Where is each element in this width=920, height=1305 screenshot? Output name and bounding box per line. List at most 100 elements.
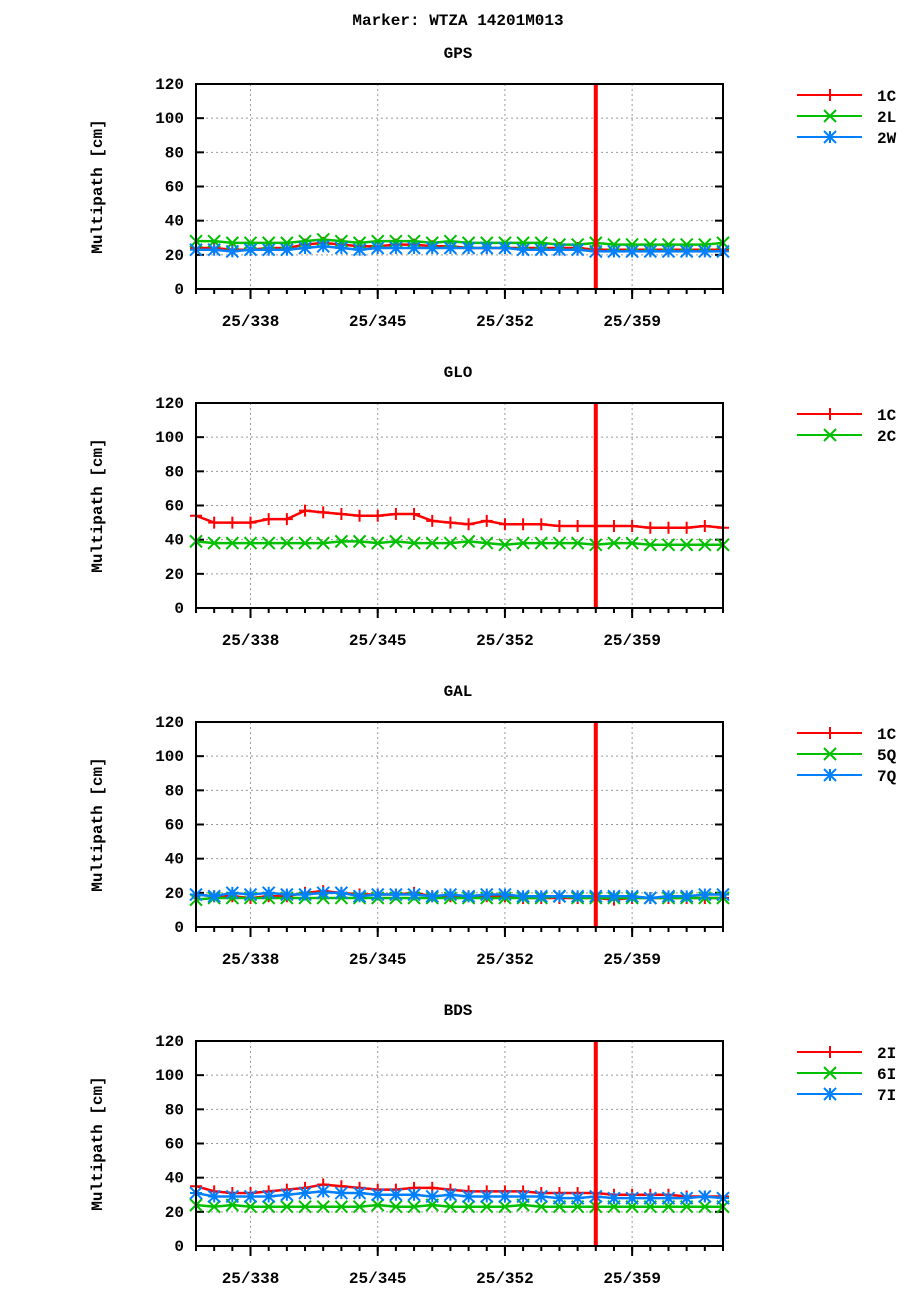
data-point — [298, 1186, 312, 1200]
data-point — [679, 538, 694, 552]
data-point — [207, 1200, 221, 1214]
data-point — [661, 538, 676, 552]
data-point — [552, 889, 567, 903]
data-point — [316, 239, 330, 253]
panel-glo: GLO Multipath [cm] 0 20 40 60 80 100 120 25/338 25… — [89, 364, 897, 650]
x-tick-label: 25/345 — [349, 313, 407, 331]
data-point — [316, 886, 330, 900]
series-7i — [189, 1184, 730, 1205]
data-point — [498, 518, 511, 531]
y-tick-label: 100 — [155, 110, 184, 128]
data-point — [243, 536, 258, 550]
data-point — [371, 536, 385, 550]
legend-label: 2W — [877, 130, 897, 148]
data-point — [625, 536, 639, 550]
data-point — [461, 534, 476, 549]
panel-bds: BDS Multipath [cm] 0 20 40 60 80 100 120 25/338 25… — [89, 1002, 896, 1288]
x-tick-label: 25/359 — [603, 1270, 661, 1288]
data-point — [570, 243, 585, 257]
data-point — [334, 534, 349, 549]
y-tick-label: 0 — [174, 600, 184, 618]
panel-gal: GAL Multipath [cm] 0 20 40 60 80 100 120 25/338 25… — [89, 683, 897, 969]
data-point — [480, 536, 494, 550]
data-point — [443, 1200, 458, 1214]
data-point — [607, 520, 620, 532]
y-tick-label: 120 — [155, 395, 184, 413]
data-point — [498, 538, 512, 552]
data-point — [207, 889, 221, 903]
data-point — [680, 521, 693, 534]
data-point — [425, 1189, 439, 1204]
panel-title: GAL — [444, 683, 473, 701]
x-tick-label: 25/345 — [349, 632, 407, 650]
data-point — [679, 1191, 694, 1205]
data-point — [607, 244, 621, 259]
x-tick-label: 25/338 — [222, 1270, 280, 1288]
legend-marker — [824, 727, 836, 739]
data-point — [516, 1189, 530, 1204]
data-point — [498, 887, 512, 902]
y-tick-label: 120 — [155, 714, 184, 732]
data-point — [261, 1200, 276, 1214]
y-tick-label: 40 — [165, 213, 184, 231]
y-tick-label: 120 — [155, 76, 184, 94]
y-tick-label: 120 — [155, 1033, 184, 1051]
data-point — [243, 1189, 258, 1204]
data-point — [570, 1191, 585, 1205]
data-point — [207, 1189, 221, 1204]
data-point — [389, 887, 403, 902]
data-point — [552, 1191, 567, 1205]
legend-marker — [823, 1066, 837, 1080]
y-tick-label: 100 — [155, 748, 184, 766]
plot-frame — [195, 83, 724, 290]
data-point — [389, 241, 403, 255]
series-7q — [189, 886, 730, 905]
legend-marker — [823, 1087, 837, 1101]
panel-gps: GPS Multipath [cm] 0 20 40 60 80 100 120 25/338 25… — [89, 45, 897, 331]
data-point — [389, 508, 402, 521]
data-point — [352, 1186, 367, 1200]
data-point — [535, 518, 548, 531]
series-line — [196, 238, 724, 246]
data-point — [262, 513, 275, 526]
legend-label: 7Q — [877, 768, 897, 786]
data-point — [553, 520, 566, 532]
legend-label: 2I — [877, 1045, 896, 1063]
data-point — [225, 536, 240, 550]
data-point — [643, 538, 658, 552]
legend-marker — [823, 130, 837, 144]
data-point — [298, 536, 312, 550]
legend-label: 2C — [877, 428, 897, 446]
plot-frame — [195, 1040, 724, 1247]
y-tick-label: 80 — [165, 463, 184, 481]
series-line — [195, 1203, 723, 1208]
data-point — [243, 243, 258, 257]
data-point — [261, 886, 276, 900]
data-point — [299, 504, 312, 517]
data-point — [225, 244, 240, 259]
data-point — [552, 243, 567, 257]
data-point — [516, 536, 530, 550]
data-point — [280, 887, 294, 902]
data-point — [443, 536, 458, 550]
data-point — [498, 241, 512, 255]
legend-marker — [823, 428, 837, 442]
data-point — [661, 1191, 676, 1205]
data-point — [607, 889, 621, 903]
legend-marker — [823, 768, 837, 782]
data-point — [371, 1198, 385, 1212]
data-point — [570, 536, 585, 550]
y-tick-label: 20 — [165, 885, 184, 903]
data-point — [625, 244, 639, 259]
data-point — [698, 887, 712, 902]
data-point — [698, 538, 712, 552]
data-point — [316, 536, 330, 550]
data-point — [334, 886, 349, 900]
data-point — [625, 889, 639, 903]
y-tick-label: 80 — [165, 144, 184, 162]
data-point — [534, 243, 548, 257]
data-point — [353, 509, 366, 522]
data-point — [462, 518, 475, 531]
data-point — [661, 889, 676, 903]
y-tick-label: 60 — [165, 817, 184, 835]
